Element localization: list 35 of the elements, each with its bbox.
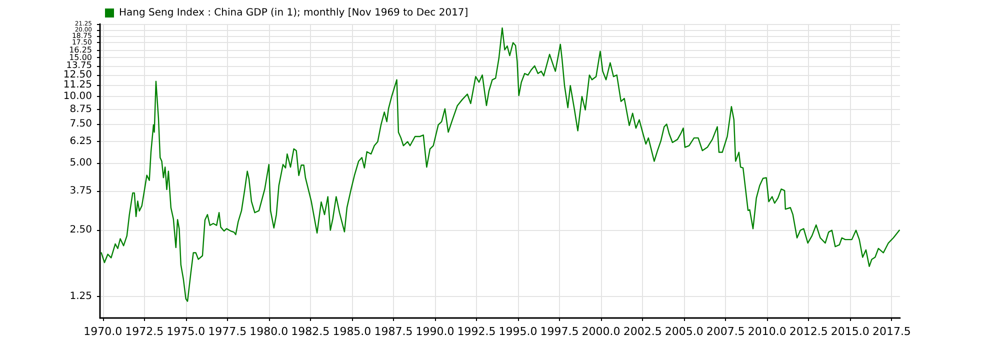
x-tick-label: 2007.5 [706,325,745,338]
x-tick-label: 1975.0 [166,325,206,338]
line-series [100,27,900,302]
x-tick-label: 1985.0 [332,325,372,338]
y-tick-label: 11.25 [63,80,92,91]
x-tick-label: 1995.0 [498,325,538,338]
y-tick-label: 3.75 [70,185,92,196]
x-tick-label: 1972.5 [125,325,164,338]
legend-label: Hang Seng Index : China GDP (in 1); monthly [Nov 1969 to Dec 2017] [119,8,468,18]
y-tick-label: 12.50 [63,70,92,81]
y-tick-label: 8.75 [70,104,92,115]
x-tick-label: 1982.5 [291,325,330,338]
y-tick-label: 10.00 [63,91,92,102]
x-tick-label: 1992.5 [457,325,496,338]
x-tick-label: 1997.5 [540,325,579,338]
y-tick-label: 2.50 [70,224,92,236]
x-tick-label: 1970.0 [84,325,122,338]
x-tick-label: 1990.0 [416,325,454,338]
x-tick-label: 2015.0 [830,325,870,338]
y-tick-label: 15.00 [69,53,92,62]
y-tick-label: 1.25 [70,291,92,302]
y-tick-label: 5.00 [70,158,92,169]
x-tick-label: 2010.0 [748,325,786,338]
x-tick-label: 1987.5 [374,325,413,338]
x-tick-label: 2012.5 [789,325,828,338]
y-tick-label: 13.75 [66,60,92,71]
y-tick-label: 7.50 [70,118,92,130]
x-tick-label: 2002.5 [623,325,662,338]
x-tick-label: 1980.0 [250,325,288,338]
x-tick-label: 2005.0 [664,325,704,338]
y-tick-label: 6.25 [70,136,92,148]
y-tick-label: 16.25 [69,45,92,54]
x-tick-label: 2000.0 [582,325,620,338]
x-tick-label: 1977.5 [208,325,247,338]
x-tick-label: 2017.5 [872,325,911,338]
